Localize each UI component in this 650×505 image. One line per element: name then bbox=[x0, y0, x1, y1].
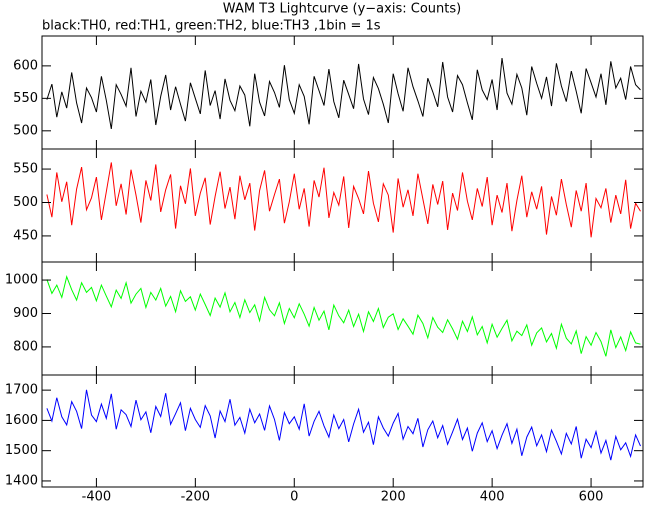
x-tick-label: -400 bbox=[82, 490, 112, 505]
y-tick-label: 550 bbox=[13, 162, 38, 177]
lightcurve bbox=[46, 162, 641, 238]
y-tick-label: 1700 bbox=[5, 383, 38, 398]
panel-frame bbox=[41, 261, 644, 376]
x-tick-label: 600 bbox=[579, 490, 604, 505]
y-tick-label: 1000 bbox=[5, 273, 38, 288]
chart-title: WAM T3 Lightcurve (y−axis: Counts) bbox=[223, 2, 461, 17]
y-tick-label: 1600 bbox=[5, 413, 38, 428]
y-tick-label: 550 bbox=[13, 91, 38, 106]
panel-frame bbox=[41, 374, 644, 488]
panel-frame bbox=[41, 148, 644, 263]
chart-subtitle: black:TH0, red:TH1, green:TH2, blue:TH3 … bbox=[42, 19, 381, 34]
y-tick-label: 450 bbox=[13, 228, 38, 243]
y-tick-label: 1500 bbox=[5, 443, 38, 458]
y-tick-label: 500 bbox=[13, 195, 38, 210]
lightcurve bbox=[46, 275, 641, 357]
x-tick-label: 0 bbox=[290, 490, 298, 505]
y-tick-label: 900 bbox=[13, 306, 38, 321]
x-tick-label: 200 bbox=[381, 490, 406, 505]
y-tick-label: 800 bbox=[13, 339, 38, 354]
y-tick-label: 500 bbox=[13, 123, 38, 138]
y-tick-label: 600 bbox=[13, 58, 38, 73]
lightcurve bbox=[46, 58, 641, 129]
y-tick-label: 1400 bbox=[5, 473, 38, 488]
x-tick-label: 400 bbox=[480, 490, 505, 505]
x-tick-label: -200 bbox=[181, 490, 211, 505]
lightcurve bbox=[46, 389, 641, 461]
